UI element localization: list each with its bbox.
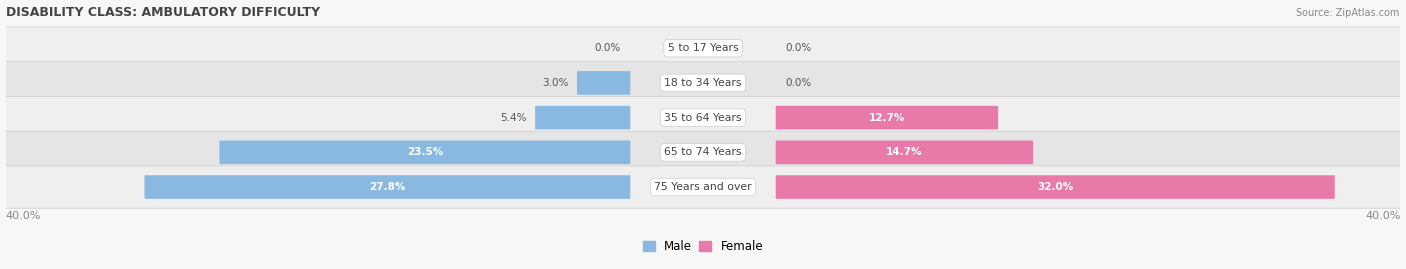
FancyBboxPatch shape <box>776 140 1033 164</box>
Text: 5 to 17 Years: 5 to 17 Years <box>668 43 738 53</box>
Text: 14.7%: 14.7% <box>886 147 922 157</box>
Text: 0.0%: 0.0% <box>785 78 811 88</box>
Text: 40.0%: 40.0% <box>1365 211 1400 221</box>
FancyBboxPatch shape <box>776 175 1334 199</box>
FancyBboxPatch shape <box>0 97 1406 139</box>
Text: 0.0%: 0.0% <box>595 43 621 53</box>
Text: 18 to 34 Years: 18 to 34 Years <box>664 78 742 88</box>
Text: 65 to 74 Years: 65 to 74 Years <box>664 147 742 157</box>
Text: 27.8%: 27.8% <box>370 182 405 192</box>
FancyBboxPatch shape <box>0 166 1406 208</box>
Text: 3.0%: 3.0% <box>543 78 569 88</box>
Text: 40.0%: 40.0% <box>6 211 41 221</box>
FancyBboxPatch shape <box>576 71 630 95</box>
FancyBboxPatch shape <box>0 62 1406 104</box>
Text: Source: ZipAtlas.com: Source: ZipAtlas.com <box>1295 8 1399 18</box>
Text: 23.5%: 23.5% <box>406 147 443 157</box>
Text: DISABILITY CLASS: AMBULATORY DIFFICULTY: DISABILITY CLASS: AMBULATORY DIFFICULTY <box>6 6 319 19</box>
Legend: Male, Female: Male, Female <box>638 235 768 258</box>
Text: 5.4%: 5.4% <box>501 113 527 123</box>
FancyBboxPatch shape <box>145 175 630 199</box>
Text: 32.0%: 32.0% <box>1038 182 1073 192</box>
FancyBboxPatch shape <box>219 140 630 164</box>
Text: 35 to 64 Years: 35 to 64 Years <box>664 113 742 123</box>
Text: 12.7%: 12.7% <box>869 113 905 123</box>
Text: 75 Years and over: 75 Years and over <box>654 182 752 192</box>
FancyBboxPatch shape <box>0 27 1406 69</box>
FancyBboxPatch shape <box>776 106 998 129</box>
Text: 0.0%: 0.0% <box>785 43 811 53</box>
FancyBboxPatch shape <box>0 131 1406 174</box>
FancyBboxPatch shape <box>536 106 630 129</box>
